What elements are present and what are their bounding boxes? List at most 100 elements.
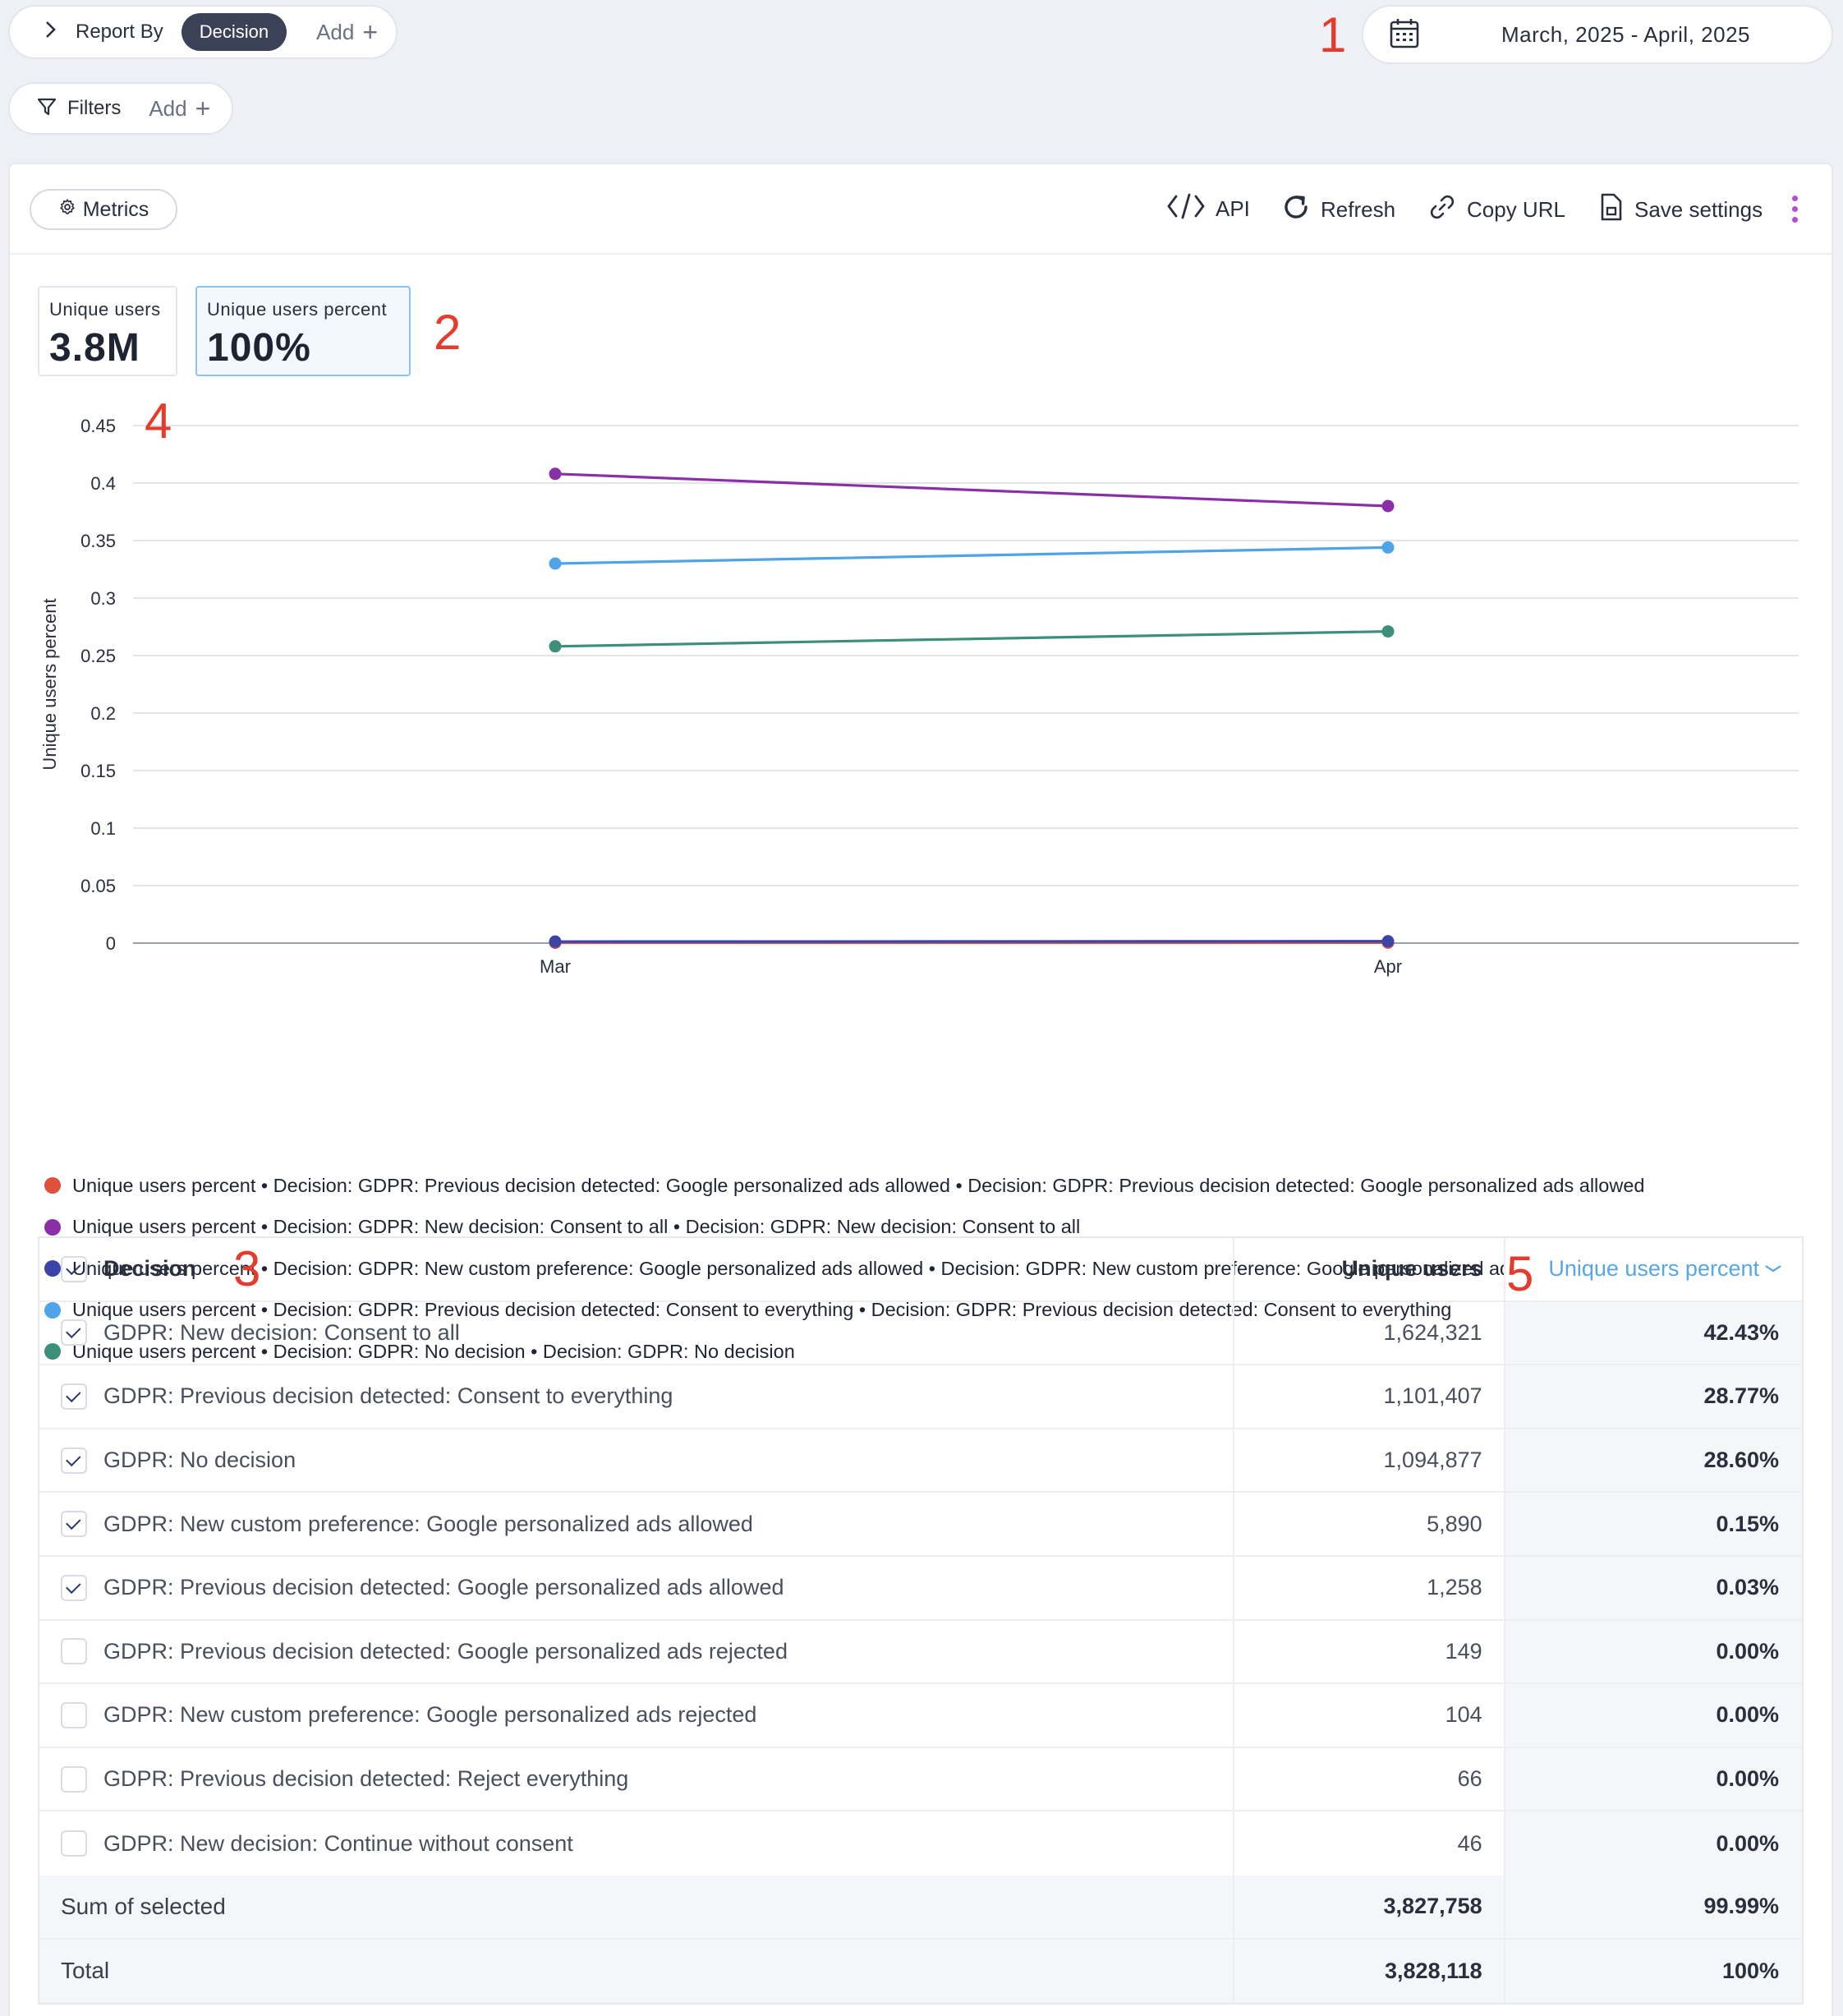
legend-item[interactable]: Unique users percent • Decision: GDPR: N… — [44, 1207, 1644, 1249]
refresh-button[interactable]: Refresh — [1281, 192, 1395, 228]
legend-swatch — [44, 1218, 61, 1236]
decision-label: GDPR: Previous decision detected: Google… — [103, 1638, 788, 1664]
legend-item[interactable]: Unique users percent • Decision: GDPR: N… — [44, 1248, 1644, 1290]
calendar-icon — [1390, 17, 1419, 53]
kebab-icon[interactable] — [1792, 196, 1802, 228]
filters-label: Filters — [67, 97, 122, 119]
report-by-add-label: Add — [316, 19, 355, 44]
kpi-card-unique-users[interactable]: Unique users 3.8M — [38, 286, 177, 376]
header-cell-unique-users[interactable]: Unique users — [1234, 1238, 1505, 1300]
cell-percent: 0.00% — [1505, 1684, 1803, 1747]
metrics-button[interactable]: Metrics — [30, 189, 177, 230]
save-settings-label: Save settings — [1634, 197, 1763, 222]
date-range-picker[interactable]: March, 2025 - April, 2025 — [1362, 5, 1833, 64]
chevron-right-icon[interactable] — [44, 18, 57, 46]
data-table: Decision Unique users Unique users perce… — [38, 1236, 1804, 2005]
cell-unique-users: 149 — [1234, 1620, 1505, 1683]
row-checkbox[interactable] — [61, 1447, 87, 1474]
data-point — [549, 467, 562, 481]
annotation-4: 4 — [145, 394, 172, 449]
y-tick-label: 0.1 — [90, 818, 116, 839]
table-row[interactable]: GDPR: Previous decision detected: Reject… — [39, 1747, 1803, 1812]
annotation-5: 5 — [1506, 1246, 1534, 1301]
total-users: 3,828,118 — [1234, 1939, 1505, 2004]
cell-unique-users: 46 — [1234, 1811, 1505, 1876]
legend-label: Unique users percent • Decision: GDPR: P… — [72, 1174, 1645, 1196]
header-unique-users-label: Unique users — [1341, 1256, 1482, 1282]
row-checkbox[interactable] — [61, 1638, 87, 1665]
x-tick-label: Mar — [540, 956, 571, 977]
filters-bar: Filters Add + — [8, 82, 233, 135]
table-row[interactable]: GDPR: No decision 1,094,877 28.60% — [39, 1429, 1803, 1494]
filters-add-button[interactable]: Add + — [149, 94, 210, 124]
table-row[interactable]: GDPR: New custom preference: Google pers… — [39, 1684, 1803, 1748]
report-by-chip-decision[interactable]: Decision — [181, 13, 287, 51]
table-row[interactable]: GDPR: New custom preference: Google pers… — [39, 1493, 1803, 1557]
cell-decision: GDPR: New custom preference: Google pers… — [39, 1684, 1235, 1747]
data-point — [1381, 935, 1395, 948]
decision-label: GDPR: New custom preference: Google pers… — [103, 1702, 757, 1728]
decision-label: GDPR: New decision: Continue without con… — [103, 1830, 573, 1856]
refresh-icon — [1281, 192, 1311, 228]
row-checkbox[interactable] — [61, 1511, 87, 1538]
cell-percent: 0.00% — [1505, 1747, 1803, 1811]
header-percent-label: Unique users percent — [1548, 1256, 1759, 1282]
decision-label: GDPR: No decision — [103, 1448, 296, 1473]
row-checkbox[interactable] — [61, 1830, 87, 1857]
cell-percent: 0.03% — [1505, 1556, 1803, 1619]
total-percent: 100% — [1505, 1939, 1803, 2004]
annotation-3: 3 — [233, 1241, 261, 1296]
legend-swatch — [44, 1260, 61, 1277]
report-by-add-button[interactable]: Add + — [316, 17, 378, 48]
cell-percent: 42.43% — [1505, 1301, 1803, 1365]
y-tick-label: 0.05 — [80, 876, 116, 896]
data-point — [549, 557, 562, 570]
table-row[interactable]: GDPR: New decision: Continue without con… — [39, 1811, 1803, 1876]
cell-percent: 28.60% — [1505, 1429, 1803, 1492]
row-checkbox[interactable] — [61, 1383, 87, 1410]
kpi-card-unique-users-percent[interactable]: Unique users percent 100% — [195, 286, 411, 376]
data-point — [1381, 499, 1395, 513]
cell-percent: 0.15% — [1505, 1493, 1803, 1555]
row-checkbox[interactable] — [61, 1319, 87, 1346]
header-decision-label: Decision — [103, 1256, 196, 1282]
filter-icon — [36, 96, 57, 122]
table-row[interactable]: GDPR: Previous decision detected: Consen… — [39, 1365, 1803, 1429]
header-cell-percent[interactable]: Unique users percent — [1505, 1238, 1802, 1300]
y-tick-label: 0.4 — [90, 473, 116, 494]
legend-item[interactable]: Unique users percent • Decision: GDPR: P… — [44, 1165, 1644, 1207]
annotation-2: 2 — [434, 305, 462, 360]
row-checkbox[interactable] — [61, 1701, 87, 1728]
kpi-value: 3.8M — [49, 326, 140, 370]
plus-icon: + — [362, 16, 379, 47]
refresh-label: Refresh — [1321, 197, 1396, 222]
legend-label: Unique users percent • Decision: GDPR: N… — [72, 1340, 795, 1362]
row-checkbox[interactable] — [61, 1765, 87, 1793]
cell-percent: 28.77% — [1505, 1365, 1803, 1428]
table-header-row: Decision Unique users Unique users perce… — [39, 1238, 1802, 1302]
kpi-value: 100% — [207, 326, 311, 370]
chart-legend: Unique users percent • Decision: GDPR: P… — [44, 1165, 1644, 1373]
total-row: Total 3,828,118 100% — [39, 1939, 1803, 2004]
legend-item[interactable]: Unique users percent • Decision: GDPR: P… — [44, 1290, 1644, 1332]
data-point — [549, 640, 562, 653]
select-all-checkbox[interactable] — [61, 1255, 87, 1282]
save-settings-button[interactable]: Save settings — [1598, 192, 1763, 228]
gear-icon — [58, 198, 76, 222]
cell-unique-users: 5,890 — [1234, 1493, 1505, 1555]
api-label: API — [1216, 196, 1250, 221]
data-point — [1381, 541, 1395, 554]
api-button[interactable]: API — [1166, 192, 1250, 226]
table-row[interactable]: GDPR: New decision: Consent to all 1,624,… — [39, 1301, 1803, 1366]
total-label: Total — [39, 1939, 1235, 2004]
cell-decision: GDPR: Previous decision detected: Google… — [39, 1620, 1235, 1683]
legend-item[interactable]: Unique users percent • Decision: GDPR: N… — [44, 1331, 1644, 1373]
copy-url-button[interactable]: Copy URL — [1427, 192, 1565, 228]
y-axis-label: Unique users percent — [39, 598, 60, 770]
table-row[interactable]: GDPR: Previous decision detected: Google… — [39, 1556, 1803, 1621]
cell-unique-users: 1,624,321 — [1234, 1301, 1505, 1365]
table-row[interactable]: GDPR: Previous decision detected: Google… — [39, 1620, 1803, 1685]
series-line — [554, 472, 1389, 508]
legend-label: Unique users percent • Decision: GDPR: N… — [72, 1257, 1592, 1279]
row-checkbox[interactable] — [61, 1574, 87, 1601]
